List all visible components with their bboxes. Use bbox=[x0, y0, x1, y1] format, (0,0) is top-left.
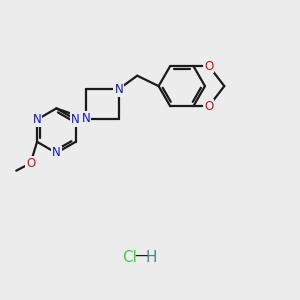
Text: O: O bbox=[204, 100, 214, 113]
Text: Cl: Cl bbox=[122, 250, 136, 265]
Text: O: O bbox=[26, 157, 35, 170]
Text: N: N bbox=[33, 113, 41, 126]
Text: —: — bbox=[134, 248, 149, 263]
Text: N: N bbox=[71, 113, 80, 126]
Text: N: N bbox=[52, 146, 61, 160]
Text: H: H bbox=[146, 250, 157, 265]
Text: N: N bbox=[114, 82, 123, 96]
Text: N: N bbox=[82, 112, 91, 125]
Text: O: O bbox=[204, 59, 214, 73]
